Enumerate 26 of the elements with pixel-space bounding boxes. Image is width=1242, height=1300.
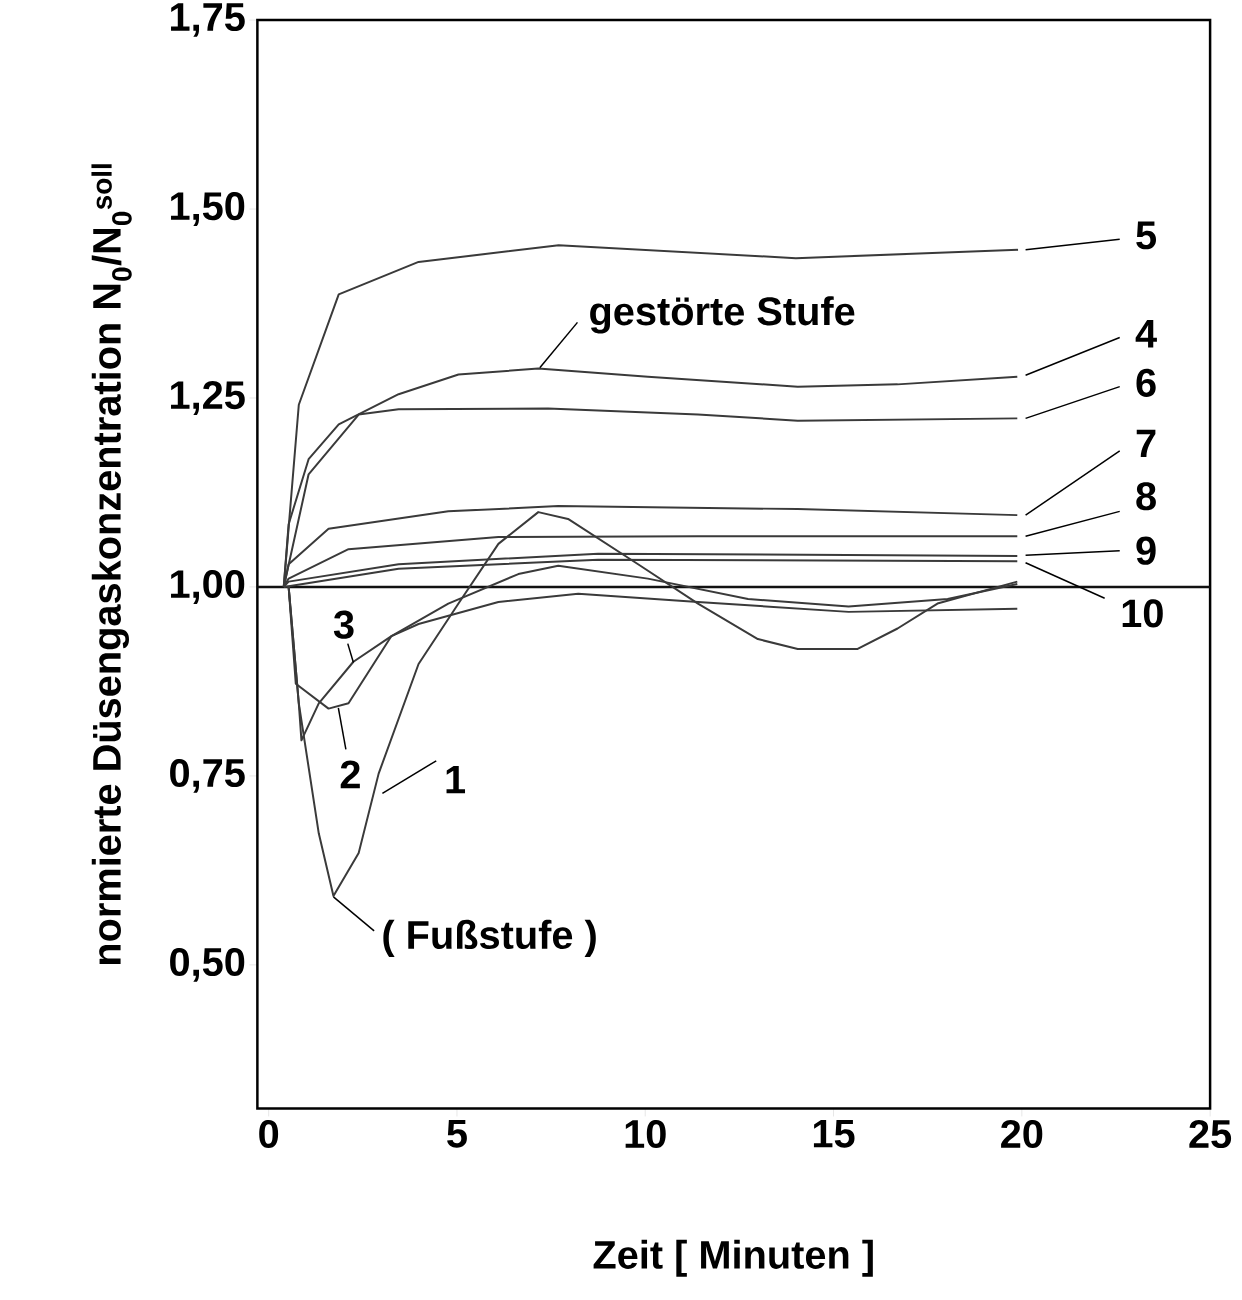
x-tick-label: 0 [259,1119,279,1149]
series-label: 3 [333,610,354,639]
y-axis-title: normierte Düsengaskonzentration N$_{0}$/N$_{0}$soll [91,164,132,965]
y-tick-label: 0,75 [170,758,245,793]
x-tick-label: 25 [1189,1119,1232,1149]
x-tick-label: 15 [813,1119,855,1148]
text: 7 [1136,429,1156,457]
y-tick-label: 1,00 [171,569,245,604]
text: 9 [1136,536,1156,565]
text: 6 [1136,368,1156,397]
annotation: ( Fußstufe ) [383,919,596,957]
x-tick-label: 5 [447,1119,467,1148]
y-tick-label: 1,25 [171,381,245,415]
y-tick-label: 1,75 [171,3,245,37]
series-label: 2 [340,760,360,789]
text: 4 [1135,320,1157,348]
x-tick-label: 20 [1001,1119,1043,1149]
text: 10 [1122,599,1163,628]
annotation: gestörte Stufe [590,296,855,334]
y-tick-label: 0,50 [170,947,245,982]
text: 8 [1136,482,1156,511]
series-label: 1 [446,766,466,794]
x-tick-label: 10 [625,1119,666,1149]
text: 5 [1136,221,1157,250]
y-tick-label: 1,50 [171,192,245,226]
x-axis-title: Zeit [ Minuten ] [593,1239,873,1277]
